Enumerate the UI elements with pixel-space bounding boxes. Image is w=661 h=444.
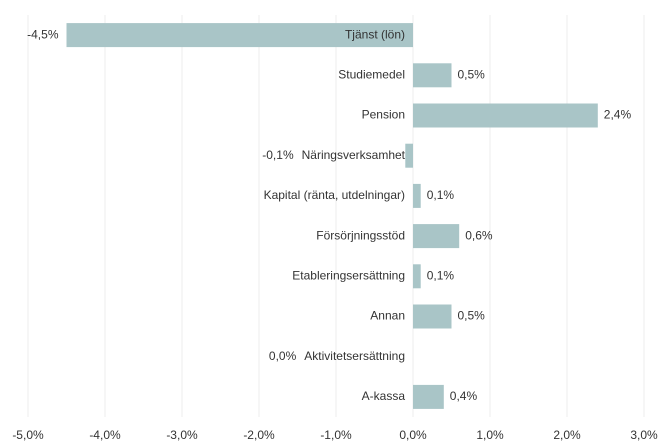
- bar: [413, 224, 460, 249]
- x-tick-label: 3,0%: [630, 428, 658, 442]
- x-tick-label: -5,0%: [12, 428, 44, 442]
- bar: [413, 304, 452, 329]
- bar: [413, 384, 444, 409]
- value-label: 0,1%: [427, 268, 455, 282]
- x-tick-label: 2,0%: [553, 428, 581, 442]
- category-label: A-kassa: [362, 389, 406, 403]
- x-tick-label: -4,0%: [89, 428, 121, 442]
- category-label: Tjänst (lön): [345, 27, 405, 41]
- x-tick-label: -1,0%: [320, 428, 352, 442]
- value-label: 0,5%: [458, 309, 486, 323]
- value-label: -0,1%: [262, 148, 294, 162]
- category-label: Näringsverksamhet: [302, 148, 406, 162]
- bar: [413, 103, 598, 128]
- category-label: Kapital (ränta, utdelningar): [264, 188, 405, 202]
- value-label: 0,4%: [450, 389, 478, 403]
- bar: [413, 63, 452, 88]
- value-label: 0,1%: [427, 188, 455, 202]
- value-label: 2,4%: [604, 108, 632, 122]
- x-tick-label: -3,0%: [166, 428, 198, 442]
- category-label: Etableringsersättning: [292, 268, 405, 282]
- value-label: 0,0%: [269, 349, 297, 363]
- category-label: Annan: [370, 309, 405, 323]
- bar: [66, 23, 413, 48]
- category-label: Försörjningsstöd: [316, 228, 405, 242]
- bar: [405, 143, 413, 168]
- bar: [413, 264, 421, 289]
- x-tick-label: 0,0%: [399, 428, 427, 442]
- value-label: 0,6%: [465, 228, 493, 242]
- x-tick-label: 1,0%: [476, 428, 504, 442]
- category-label: Pension: [362, 108, 405, 122]
- category-label: Studiemedel: [338, 67, 405, 81]
- category-label: Aktivitetsersättning: [304, 349, 405, 363]
- bar: [413, 183, 421, 208]
- value-label: -4,5%: [27, 27, 59, 41]
- value-label: 0,5%: [458, 67, 486, 81]
- x-tick-label: -2,0%: [243, 428, 275, 442]
